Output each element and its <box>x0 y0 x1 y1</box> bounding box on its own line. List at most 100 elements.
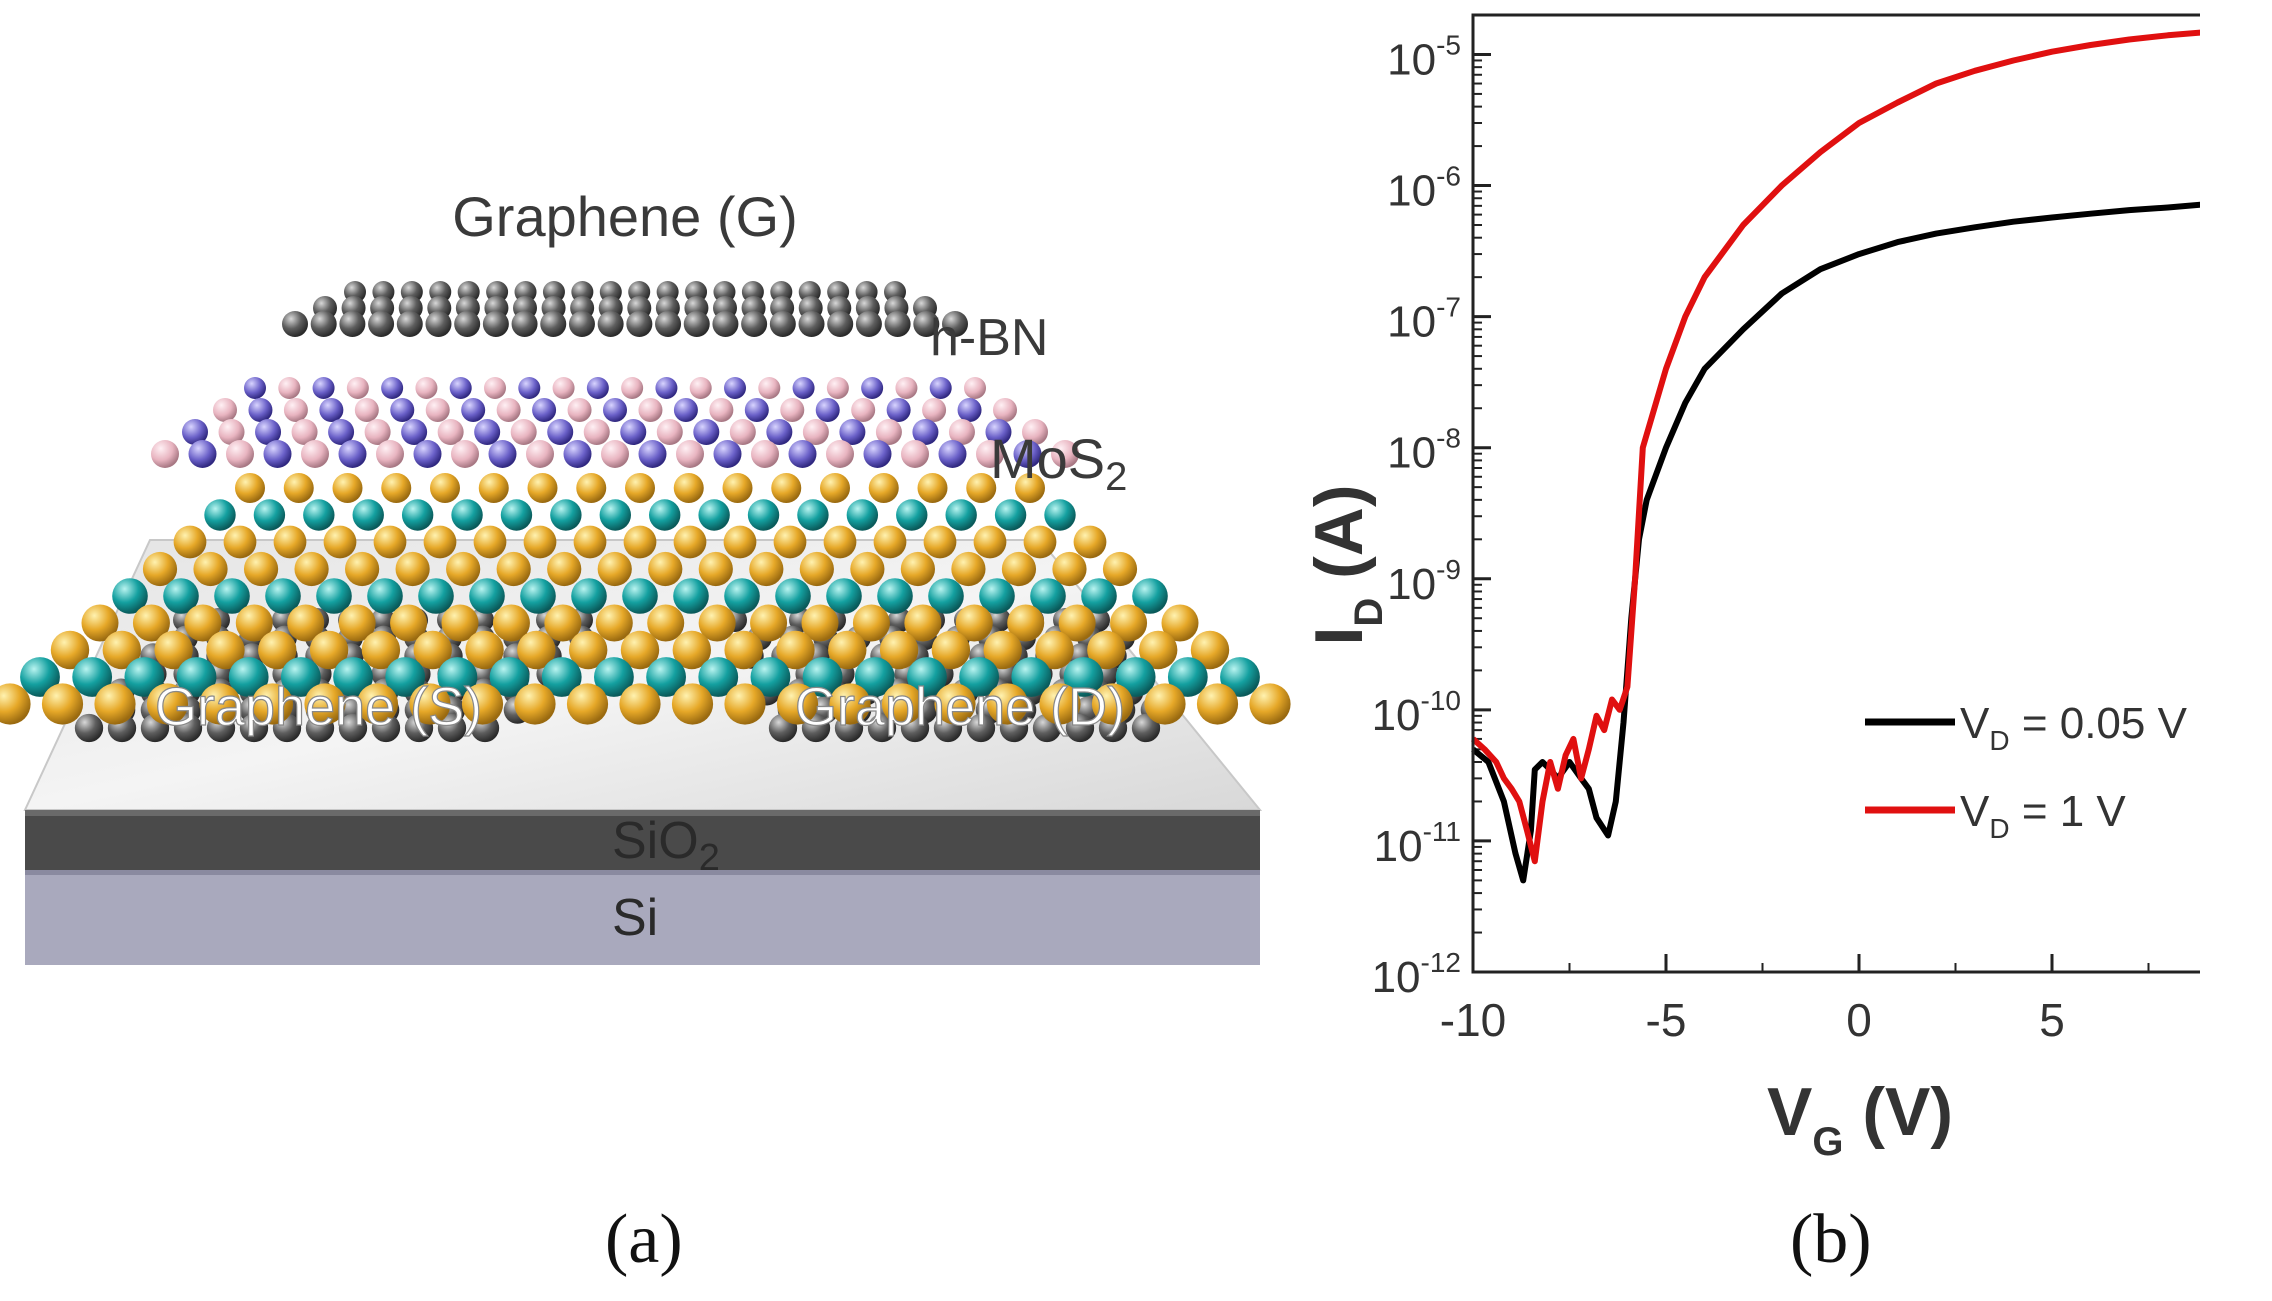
atom <box>319 398 344 422</box>
atom <box>540 311 567 337</box>
atom <box>251 683 294 725</box>
atom <box>102 630 142 670</box>
atom <box>437 657 478 697</box>
atom <box>776 630 815 670</box>
atom <box>901 440 929 468</box>
atom <box>877 578 913 614</box>
legend-label: VD = 0.05 V <box>1960 699 2188 756</box>
atom <box>368 311 395 337</box>
atom <box>1081 578 1117 614</box>
atom <box>124 657 165 697</box>
atom <box>780 398 805 422</box>
atom <box>41 683 84 725</box>
atom <box>364 419 391 445</box>
atom <box>766 419 793 445</box>
atom <box>698 657 739 697</box>
atom <box>917 473 948 503</box>
atom <box>373 525 407 559</box>
atom <box>218 419 245 445</box>
atom <box>1115 657 1156 697</box>
atom <box>619 683 661 725</box>
atom <box>482 311 509 337</box>
atom <box>638 398 663 422</box>
atom <box>287 604 325 642</box>
atom <box>1190 630 1230 670</box>
label-graphene-drain: Graphene (D) <box>795 677 1125 737</box>
atom <box>492 604 530 642</box>
atom <box>184 604 222 642</box>
y-tick-label: 10-11 <box>1374 816 1461 871</box>
atom <box>879 630 919 670</box>
atom <box>693 419 720 445</box>
atom <box>478 473 509 503</box>
atom <box>741 311 768 337</box>
atom <box>586 377 609 399</box>
sio2-layer <box>25 810 1260 870</box>
hbn-atoms <box>151 377 1079 468</box>
atom <box>323 525 357 559</box>
atom <box>966 473 997 503</box>
atom <box>461 683 504 725</box>
atom <box>750 657 791 697</box>
atom <box>132 604 170 642</box>
atom <box>576 473 607 503</box>
atom <box>626 311 653 337</box>
atom <box>309 630 349 670</box>
atom <box>1138 630 1178 670</box>
atom <box>188 440 217 468</box>
label-graphene-gate: Graphene (G) <box>452 185 798 248</box>
x-tick-label: 5 <box>2039 994 2065 1046</box>
atom <box>673 398 698 422</box>
atom <box>750 604 788 642</box>
atom <box>826 440 854 468</box>
atom <box>655 377 678 399</box>
atom <box>1249 683 1291 725</box>
atom <box>851 398 876 422</box>
atom <box>912 419 939 445</box>
atom <box>176 657 217 697</box>
atom <box>802 419 829 445</box>
atom <box>973 525 1007 559</box>
atom <box>896 499 928 531</box>
atom <box>488 440 517 468</box>
atom <box>722 473 753 503</box>
atom <box>291 419 318 445</box>
atom <box>923 525 957 559</box>
si-layer <box>25 870 1260 965</box>
atom <box>913 311 940 337</box>
atom <box>248 398 273 422</box>
device-schematic: Graphene (G) h-BN MoS2 Graphene (S) Grap… <box>0 185 1291 965</box>
atom <box>465 630 504 670</box>
atom <box>484 377 506 399</box>
atom <box>900 551 935 587</box>
atom <box>401 419 428 445</box>
atom <box>854 657 895 697</box>
atom <box>976 440 1004 468</box>
caption-a-text: (a) <box>605 1201 683 1278</box>
atom <box>214 578 250 614</box>
atom <box>282 311 308 337</box>
atom <box>827 311 854 337</box>
atom <box>338 440 367 468</box>
atom <box>1015 473 1045 503</box>
atom <box>367 578 403 614</box>
atom <box>338 713 368 743</box>
atom <box>713 440 742 468</box>
atom <box>884 311 911 337</box>
atom <box>395 551 430 587</box>
atom <box>649 499 681 531</box>
atom <box>623 525 657 559</box>
label-hbn: h-BN <box>930 309 1048 367</box>
label-mos2: MoS2 <box>990 427 1127 499</box>
x-tick-label: -5 <box>1646 994 1687 1046</box>
atom <box>1167 657 1208 697</box>
atom <box>206 630 245 670</box>
atom <box>852 604 890 642</box>
y-tick-label: 10-5 <box>1387 29 1461 84</box>
atom <box>235 604 273 642</box>
atom <box>655 311 682 337</box>
atom <box>514 683 556 725</box>
plot-curves <box>1470 29 2200 884</box>
atom <box>955 604 993 642</box>
atom <box>826 578 862 614</box>
